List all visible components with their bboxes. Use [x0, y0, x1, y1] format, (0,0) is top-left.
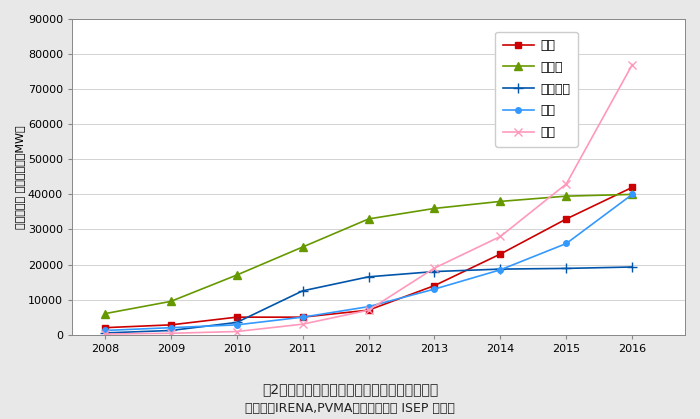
日本: [562, 217, 570, 222]
中国: [562, 181, 570, 186]
中国: [232, 329, 241, 334]
米国: [365, 304, 373, 309]
イタリア: [430, 269, 439, 274]
イタリア: [496, 266, 505, 272]
イタリア: [628, 264, 636, 269]
日本: [430, 283, 439, 288]
Y-axis label: 太陽光発電 累積導入量［MW］: 太陽光発電 累積導入量［MW］: [15, 125, 25, 229]
中国: [430, 266, 439, 271]
ドイツ: [496, 199, 505, 204]
ドイツ: [365, 217, 373, 222]
米国: [562, 241, 570, 246]
米国: [101, 328, 109, 333]
イタリア: [562, 266, 570, 271]
中国: [496, 234, 505, 239]
Line: 中国: 中国: [101, 60, 636, 338]
ドイツ: [232, 272, 241, 277]
ドイツ: [628, 192, 636, 197]
日本: [298, 315, 307, 320]
イタリア: [101, 331, 109, 336]
Line: イタリア: イタリア: [100, 262, 637, 338]
中国: [298, 322, 307, 327]
米国: [232, 322, 241, 327]
Line: 日本: 日本: [102, 184, 636, 331]
ドイツ: [562, 194, 570, 199]
Legend: 日本, ドイツ, イタリア, 米国, 中国: 日本, ドイツ, イタリア, 米国, 中国: [495, 31, 578, 147]
日本: [628, 185, 636, 190]
ドイツ: [101, 311, 109, 316]
ドイツ: [430, 206, 439, 211]
日本: [365, 308, 373, 313]
日本: [232, 315, 241, 320]
米国: [496, 267, 505, 272]
イタリア: [298, 288, 307, 293]
ドイツ: [167, 299, 175, 304]
米国: [298, 315, 307, 320]
Text: 図2：主要国の太陽光発電の累積導入量の推移: 図2：主要国の太陽光発電の累積導入量の推移: [262, 383, 438, 397]
Text: （出典：IRENA,PVMAのデータより ISEP 作成）: （出典：IRENA,PVMAのデータより ISEP 作成）: [245, 402, 455, 415]
米国: [628, 192, 636, 197]
中国: [628, 62, 636, 67]
ドイツ: [298, 244, 307, 249]
中国: [365, 308, 373, 313]
イタリア: [232, 320, 241, 325]
日本: [496, 251, 505, 256]
Line: 米国: 米国: [102, 191, 635, 333]
日本: [101, 325, 109, 330]
中国: [101, 331, 109, 336]
中国: [167, 331, 175, 336]
イタリア: [167, 328, 175, 333]
Line: ドイツ: ドイツ: [101, 190, 636, 318]
イタリア: [365, 274, 373, 279]
米国: [167, 325, 175, 330]
日本: [167, 322, 175, 327]
米国: [430, 287, 439, 292]
